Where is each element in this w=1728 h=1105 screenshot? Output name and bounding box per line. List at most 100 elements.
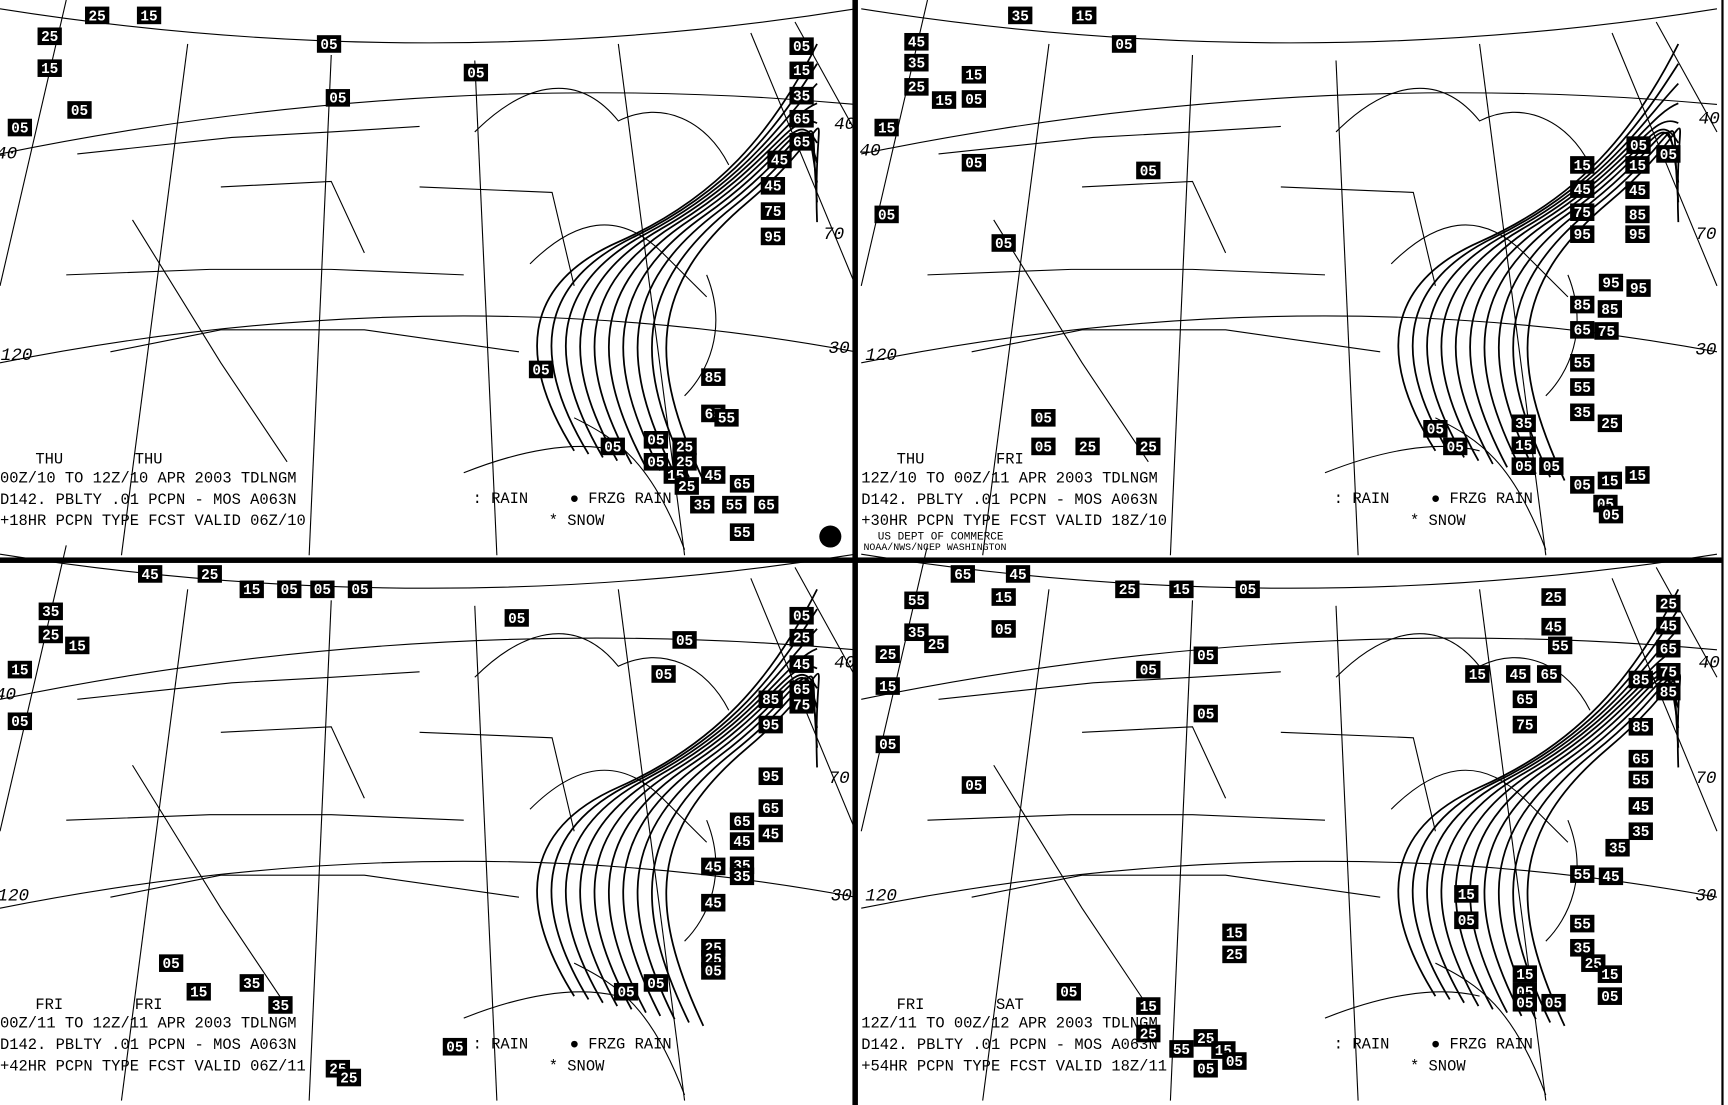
contour-label: 65 xyxy=(1541,668,1558,684)
contour-label: 05 xyxy=(995,237,1012,253)
label-box xyxy=(1597,987,1623,1005)
day-label: FRI xyxy=(135,996,163,1014)
label-box xyxy=(1625,205,1650,224)
label-box xyxy=(186,982,211,1001)
map-outline xyxy=(794,567,857,678)
label-box xyxy=(7,660,33,679)
contour-label: 05 xyxy=(1427,423,1444,439)
label-box xyxy=(904,53,929,72)
label-box xyxy=(789,86,814,105)
contour-label: 05 xyxy=(878,208,895,224)
map-outline xyxy=(77,671,420,700)
map-outline xyxy=(982,43,1050,556)
label-box xyxy=(1570,403,1595,422)
label-box xyxy=(1656,594,1681,613)
label-box xyxy=(1628,797,1653,815)
map-outline xyxy=(1545,274,1578,397)
label-box xyxy=(1136,660,1161,679)
contour-label: 35 xyxy=(1609,842,1626,858)
contour-label: 05 xyxy=(1515,460,1532,476)
contour-label: 05 xyxy=(1630,139,1647,155)
label-box xyxy=(875,735,900,754)
label-box xyxy=(600,437,625,456)
label-box xyxy=(65,636,90,655)
label-box xyxy=(1598,273,1624,292)
legend-rain: : RAIN xyxy=(1334,490,1390,508)
label-box xyxy=(904,32,929,51)
contour-label: 15 xyxy=(190,986,207,1002)
map-outline xyxy=(1611,578,1718,832)
contour-label: 65 xyxy=(733,478,750,494)
contour-line xyxy=(608,128,818,468)
map-outline xyxy=(1435,417,1547,550)
label-box xyxy=(197,565,222,583)
map-outline xyxy=(861,637,1718,700)
graticule-label: 40 xyxy=(834,115,855,135)
contour-label: 05 xyxy=(879,738,896,754)
contour-label: 05 xyxy=(1035,412,1052,428)
contour-label: 05 xyxy=(1660,148,1677,164)
label-box xyxy=(1443,437,1468,456)
contour-label: 75 xyxy=(1574,206,1591,222)
label-box xyxy=(701,857,726,876)
credit: NOAA/NWS/NCEP WASHINGTON xyxy=(863,542,1006,553)
map-outline xyxy=(220,180,365,254)
contour-label: 25 xyxy=(678,480,695,496)
label-box xyxy=(38,602,63,621)
label-box xyxy=(1235,580,1260,599)
contour-label: 35 xyxy=(42,605,59,621)
label-box xyxy=(1625,156,1650,174)
contour-label: 45 xyxy=(1660,620,1677,636)
label-box xyxy=(950,565,975,583)
contour-label: 45 xyxy=(771,153,788,169)
contour-line xyxy=(593,120,818,465)
map-outline xyxy=(463,991,619,1019)
header-line: +54HR PCPN TYPE FCST VALID 18Z/11 xyxy=(861,1058,1167,1076)
contour-label: 05 xyxy=(351,583,368,599)
contour-line xyxy=(1526,127,1682,481)
contour-label: 05 xyxy=(1060,986,1077,1002)
label-box xyxy=(789,655,814,673)
label-box xyxy=(758,824,783,843)
contour-label: 35 xyxy=(1574,942,1591,958)
contour-label: 45 xyxy=(142,568,159,584)
label-box xyxy=(1656,639,1681,658)
contour-label: 05 xyxy=(1239,583,1256,599)
label-box xyxy=(1626,136,1651,154)
contour-label: 35 xyxy=(1632,825,1649,841)
contour-label: 25 xyxy=(879,648,896,664)
label-box xyxy=(316,35,342,53)
label-box xyxy=(1541,617,1566,636)
legend-freezing-rain: ● FRZG RAIN xyxy=(570,1036,672,1054)
contour-label: 25 xyxy=(340,1071,357,1087)
map-outline xyxy=(1324,991,1480,1019)
contour-label: 65 xyxy=(793,136,810,152)
contour-label: 05 xyxy=(647,434,664,450)
contour-label: 15 xyxy=(243,583,260,599)
contour-label: 95 xyxy=(1574,228,1591,244)
label-box xyxy=(924,635,949,654)
legend-rain: : RAIN xyxy=(1334,1036,1390,1054)
label-box xyxy=(961,153,987,172)
contour-label: 35 xyxy=(243,977,260,993)
label-box xyxy=(701,893,726,912)
contour-line xyxy=(1411,63,1680,455)
label-box xyxy=(85,6,110,25)
map-outline xyxy=(529,224,708,298)
map-outline xyxy=(0,0,67,286)
map-outline xyxy=(1335,605,1359,1101)
map-outline xyxy=(0,315,856,364)
label-box xyxy=(1625,466,1650,484)
contour-label: 45 xyxy=(1632,800,1649,816)
label-box xyxy=(1570,203,1595,221)
contour-label: 65 xyxy=(1660,643,1677,659)
contour-line xyxy=(579,102,818,462)
graticule-label: 40 xyxy=(0,145,17,165)
contour-label: 05 xyxy=(1601,990,1618,1006)
map-outline xyxy=(1390,769,1569,843)
contour-label: 15 xyxy=(1629,159,1646,175)
legend-freezing-rain: ● FRZG RAIN xyxy=(1431,1036,1533,1054)
contour-label: 05 xyxy=(163,957,180,973)
contour-label: 05 xyxy=(965,157,982,173)
map-layer xyxy=(0,0,857,556)
